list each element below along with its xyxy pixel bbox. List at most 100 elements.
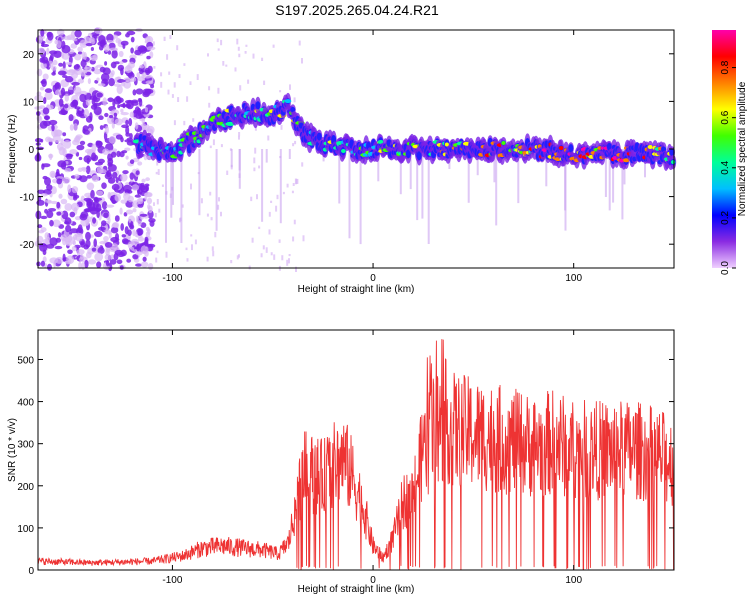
spectrogram-cell [208, 86, 211, 91]
spectrogram-cell [171, 94, 174, 98]
spectrogram-cell [87, 259, 97, 265]
spectrogram-cell [60, 234, 67, 242]
y-tick-label: 10 [23, 97, 35, 108]
spectrogram-cell [189, 81, 192, 85]
spectrogram-cell [135, 251, 143, 256]
spectrogram-cell [38, 230, 45, 234]
spectrogram-cell [238, 132, 241, 137]
spectrogram-cell [49, 170, 56, 178]
spectrogram-cell [107, 191, 112, 200]
spectrogram-cell [166, 54, 169, 60]
spectrogram-cell [495, 149, 498, 226]
spectrogram-cell [153, 66, 156, 69]
spectrogram-cell [57, 142, 64, 151]
spectrogram-cell [142, 72, 147, 77]
spectrogram-cell [220, 39, 223, 46]
spectrogram-cell [273, 254, 276, 260]
spectrogram-cell [99, 66, 106, 73]
spectrogram-cell [137, 197, 144, 205]
spectrogram-cell [276, 194, 279, 200]
y-tick-label: -10 [20, 193, 35, 204]
spectrogram-cell [108, 136, 117, 144]
spectrogram-cell [77, 167, 83, 172]
spectrogram-cell [52, 59, 58, 66]
spectrogram-cell [120, 67, 124, 76]
spectrogram-cell [54, 89, 63, 96]
spectrogram-cell [155, 171, 158, 175]
spectrogram-cell [77, 51, 83, 55]
spectrogram-cell [93, 238, 97, 248]
colorbar: 0.0 0.2 0.4 0.6 0.8 Normalized spectral ampl… [712, 30, 748, 275]
spectrogram-cell [80, 72, 86, 77]
spectrogram-cell [90, 104, 98, 110]
spectrogram-cell [70, 30, 76, 39]
spectrogram-cell [93, 196, 99, 202]
spectrogram-cell [217, 48, 220, 51]
spectrogram-marks [34, 27, 677, 272]
spectrogram-cell [40, 193, 48, 197]
spectrogram-cell [111, 200, 117, 204]
y-tick-label: -20 [20, 240, 35, 251]
spectrogram-cell [83, 129, 90, 135]
spectrogram-cell [125, 209, 134, 215]
spectrogram-cell [107, 216, 111, 224]
spectrogram-cell [120, 223, 124, 231]
spectrogram-cell [85, 165, 91, 175]
spectrogram-cell [56, 40, 62, 49]
spectrogram-cell [135, 215, 139, 223]
spectrogram-cell [212, 139, 215, 146]
spectrogram-cell [251, 237, 254, 243]
spectrogram-cell [74, 106, 81, 110]
spectrogram-cell [196, 74, 199, 80]
spectrogram-cell [83, 197, 92, 202]
spectrogram-cell [125, 33, 130, 38]
spectrogram-cell [86, 175, 92, 179]
spectrogram-cell [145, 177, 151, 182]
spectrogram-cell [139, 64, 145, 69]
spectrogram-cell [97, 246, 105, 255]
spectrogram-cell [109, 259, 117, 265]
spectrogram-cell [40, 29, 45, 37]
spectrogram-cell [50, 200, 58, 205]
spectrogram-cell [96, 261, 102, 269]
spectrogram-cell [116, 150, 121, 158]
spectrogram-cell [136, 244, 140, 252]
spectrogram-cell [186, 96, 189, 102]
spectrogram-cell [111, 183, 120, 191]
spectrogram-cell [128, 118, 133, 127]
spectrogram-cell [71, 246, 77, 252]
x-tick-label: 0 [370, 575, 376, 586]
spectrogram-cell [501, 141, 506, 145]
spectrogram-cell [558, 146, 564, 150]
spectrogram-cell [77, 46, 83, 53]
spectrogram-cell [211, 246, 214, 251]
spectrogram-cell [104, 112, 109, 118]
spectrogram-cell [57, 70, 67, 76]
spectrogram-cell [81, 167, 87, 172]
spectrogram-cell [84, 148, 94, 154]
spectrogram-cell [146, 55, 151, 60]
x-tick-label: -100 [162, 575, 182, 586]
spectrogram-cell [192, 118, 195, 122]
spectrogram-cell [88, 37, 95, 42]
spectrogram-cell [230, 149, 233, 168]
y-tick-label: 0 [28, 145, 34, 156]
spectrogram-cell [144, 238, 149, 247]
spectrogram-cell [120, 137, 124, 143]
spectrogram-cell [46, 184, 53, 191]
spectrogram-cell [90, 55, 98, 62]
spectrogram-cell [111, 49, 118, 59]
spectrogram-cell [190, 234, 193, 237]
spectrogram-cell [120, 112, 129, 116]
spectrogram-cell [250, 196, 253, 202]
spectrogram-cell [71, 186, 79, 194]
snr-axes: -100 0 100 0 100 200 300 400 500 [17, 330, 674, 586]
spectrogram-cell [149, 51, 154, 59]
spectrogram-cell [165, 251, 168, 258]
spectrogram-cell [94, 27, 103, 34]
spectrogram-cell [622, 158, 630, 163]
spectrogram-cell [288, 258, 290, 264]
spectrogram-cell [181, 204, 184, 208]
spectrogram-cell [142, 256, 147, 262]
